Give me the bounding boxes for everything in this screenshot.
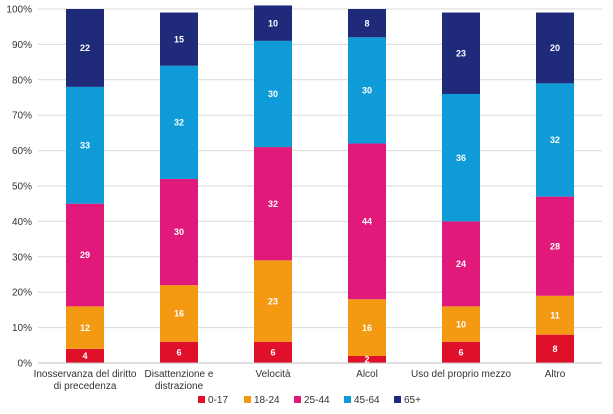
y-tick-label: 40% — [12, 217, 32, 228]
data-label: 32 — [174, 117, 184, 127]
legend-label: 65+ — [404, 395, 421, 406]
legend-swatch-18-24 — [244, 396, 251, 403]
data-label: 10 — [456, 319, 466, 329]
data-label: 4 — [82, 351, 87, 361]
y-tick-label: 90% — [12, 40, 32, 51]
bar-segment-0-17 — [160, 341, 198, 363]
bar-segment-65+ — [160, 12, 198, 66]
data-label: 44 — [362, 217, 372, 227]
data-label: 24 — [456, 259, 466, 269]
data-label: 23 — [456, 48, 466, 58]
bar-segment-65+ — [442, 12, 480, 94]
y-tick-label: 30% — [12, 252, 32, 263]
data-label: 30 — [174, 227, 184, 237]
data-label: 36 — [456, 153, 466, 163]
data-label: 8 — [552, 344, 557, 354]
legend-label: 0-17 — [208, 395, 228, 406]
bar-segment-45-64 — [66, 86, 104, 204]
y-tick-label: 60% — [12, 146, 32, 157]
bar-segment-25-44 — [442, 221, 480, 307]
bar-segment-25-44 — [536, 196, 574, 296]
data-label: 8 — [364, 18, 369, 28]
data-label: 20 — [550, 43, 560, 53]
data-label: 2 — [364, 355, 369, 365]
bar-segment-18-24 — [536, 295, 574, 335]
bar-segment-18-24 — [442, 306, 480, 342]
bar-segment-0-17 — [66, 348, 104, 363]
y-tick-label: 70% — [12, 111, 32, 122]
y-axis: 0% 10% 20% 30% 40% 50% 60% 70% 80% 90% 100% — [6, 5, 32, 370]
data-label: 15 — [174, 34, 184, 44]
legend-label: 18-24 — [254, 395, 280, 406]
data-label: 30 — [362, 86, 372, 96]
bar-segment-25-44 — [160, 178, 198, 286]
bar-segment-65+ — [254, 5, 292, 41]
data-label: 6 — [176, 348, 181, 358]
data-label: 32 — [550, 135, 560, 145]
data-label: 16 — [362, 323, 372, 333]
legend-swatch-65+ — [394, 396, 401, 403]
data-label: 12 — [80, 323, 90, 333]
data-label: 32 — [268, 199, 278, 209]
y-tick-label: 0% — [18, 359, 33, 370]
x-tick-label: Alcol — [356, 369, 378, 380]
bar-segment-18-24 — [160, 285, 198, 342]
bar-segment-45-64 — [536, 83, 574, 197]
legend-label: 45-64 — [354, 395, 380, 406]
data-label: 29 — [80, 250, 90, 260]
legend-swatch-45-64 — [344, 396, 351, 403]
bar-segment-18-24 — [348, 299, 386, 356]
x-tick-label: Altro — [545, 369, 566, 380]
data-label: 30 — [268, 89, 278, 99]
data-label: 6 — [270, 348, 275, 358]
x-tick-label: Disattenzione e distrazione — [145, 369, 214, 392]
x-axis: Inosservanza del diritto di precedenza Dis… — [34, 362, 602, 392]
legend-swatch-0-17 — [198, 396, 205, 403]
bar-segment-25-44 — [66, 203, 104, 307]
bar-segment-45-64 — [160, 65, 198, 179]
bar-segment-65+ — [66, 9, 104, 87]
gridlines — [38, 8, 602, 364]
data-label: 16 — [174, 309, 184, 319]
data-label: 28 — [550, 241, 560, 251]
x-tick-label: Uso del proprio mezzo — [411, 369, 511, 380]
bars: 4 12 29 33 22 6 16 30 32 15 6 23 32 30 10 2 16 44 30 8 6 10 24… — [66, 5, 574, 365]
legend-label: 25-44 — [304, 395, 330, 406]
bar-segment-45-64 — [254, 40, 292, 148]
data-label: 10 — [268, 18, 278, 28]
bar-segment-0-17 — [348, 355, 386, 363]
bar-segment-65+ — [536, 12, 574, 84]
legend-swatch-25-44 — [294, 396, 301, 403]
y-tick-label: 80% — [12, 75, 32, 86]
data-label: 23 — [268, 296, 278, 306]
data-label: 6 — [458, 348, 463, 358]
data-label: 22 — [80, 43, 90, 53]
y-tick-label: 20% — [12, 288, 32, 299]
bar-segment-25-44 — [254, 147, 292, 261]
bar-segment-45-64 — [348, 37, 386, 144]
bar-segment-0-17 — [536, 334, 574, 363]
bar-segment-18-24 — [66, 306, 104, 349]
y-tick-label: 50% — [12, 182, 32, 193]
bar-segment-45-64 — [442, 93, 480, 222]
data-label: 11 — [550, 310, 560, 320]
bar-segment-0-17 — [254, 341, 292, 363]
bar-segment-25-44 — [348, 143, 386, 300]
x-tick-label: Velocità — [255, 369, 290, 380]
x-tick-label: Inosservanza del diritto di precedenza — [34, 369, 137, 392]
legend: 0-17 18-24 25-44 45-64 65+ — [198, 395, 421, 406]
data-label: 33 — [80, 140, 90, 150]
y-tick-label: 100% — [6, 5, 32, 16]
bar-segment-0-17 — [442, 341, 480, 363]
bar-segment-18-24 — [254, 260, 292, 342]
y-tick-label: 10% — [12, 323, 32, 334]
bar-segment-65+ — [348, 9, 386, 38]
